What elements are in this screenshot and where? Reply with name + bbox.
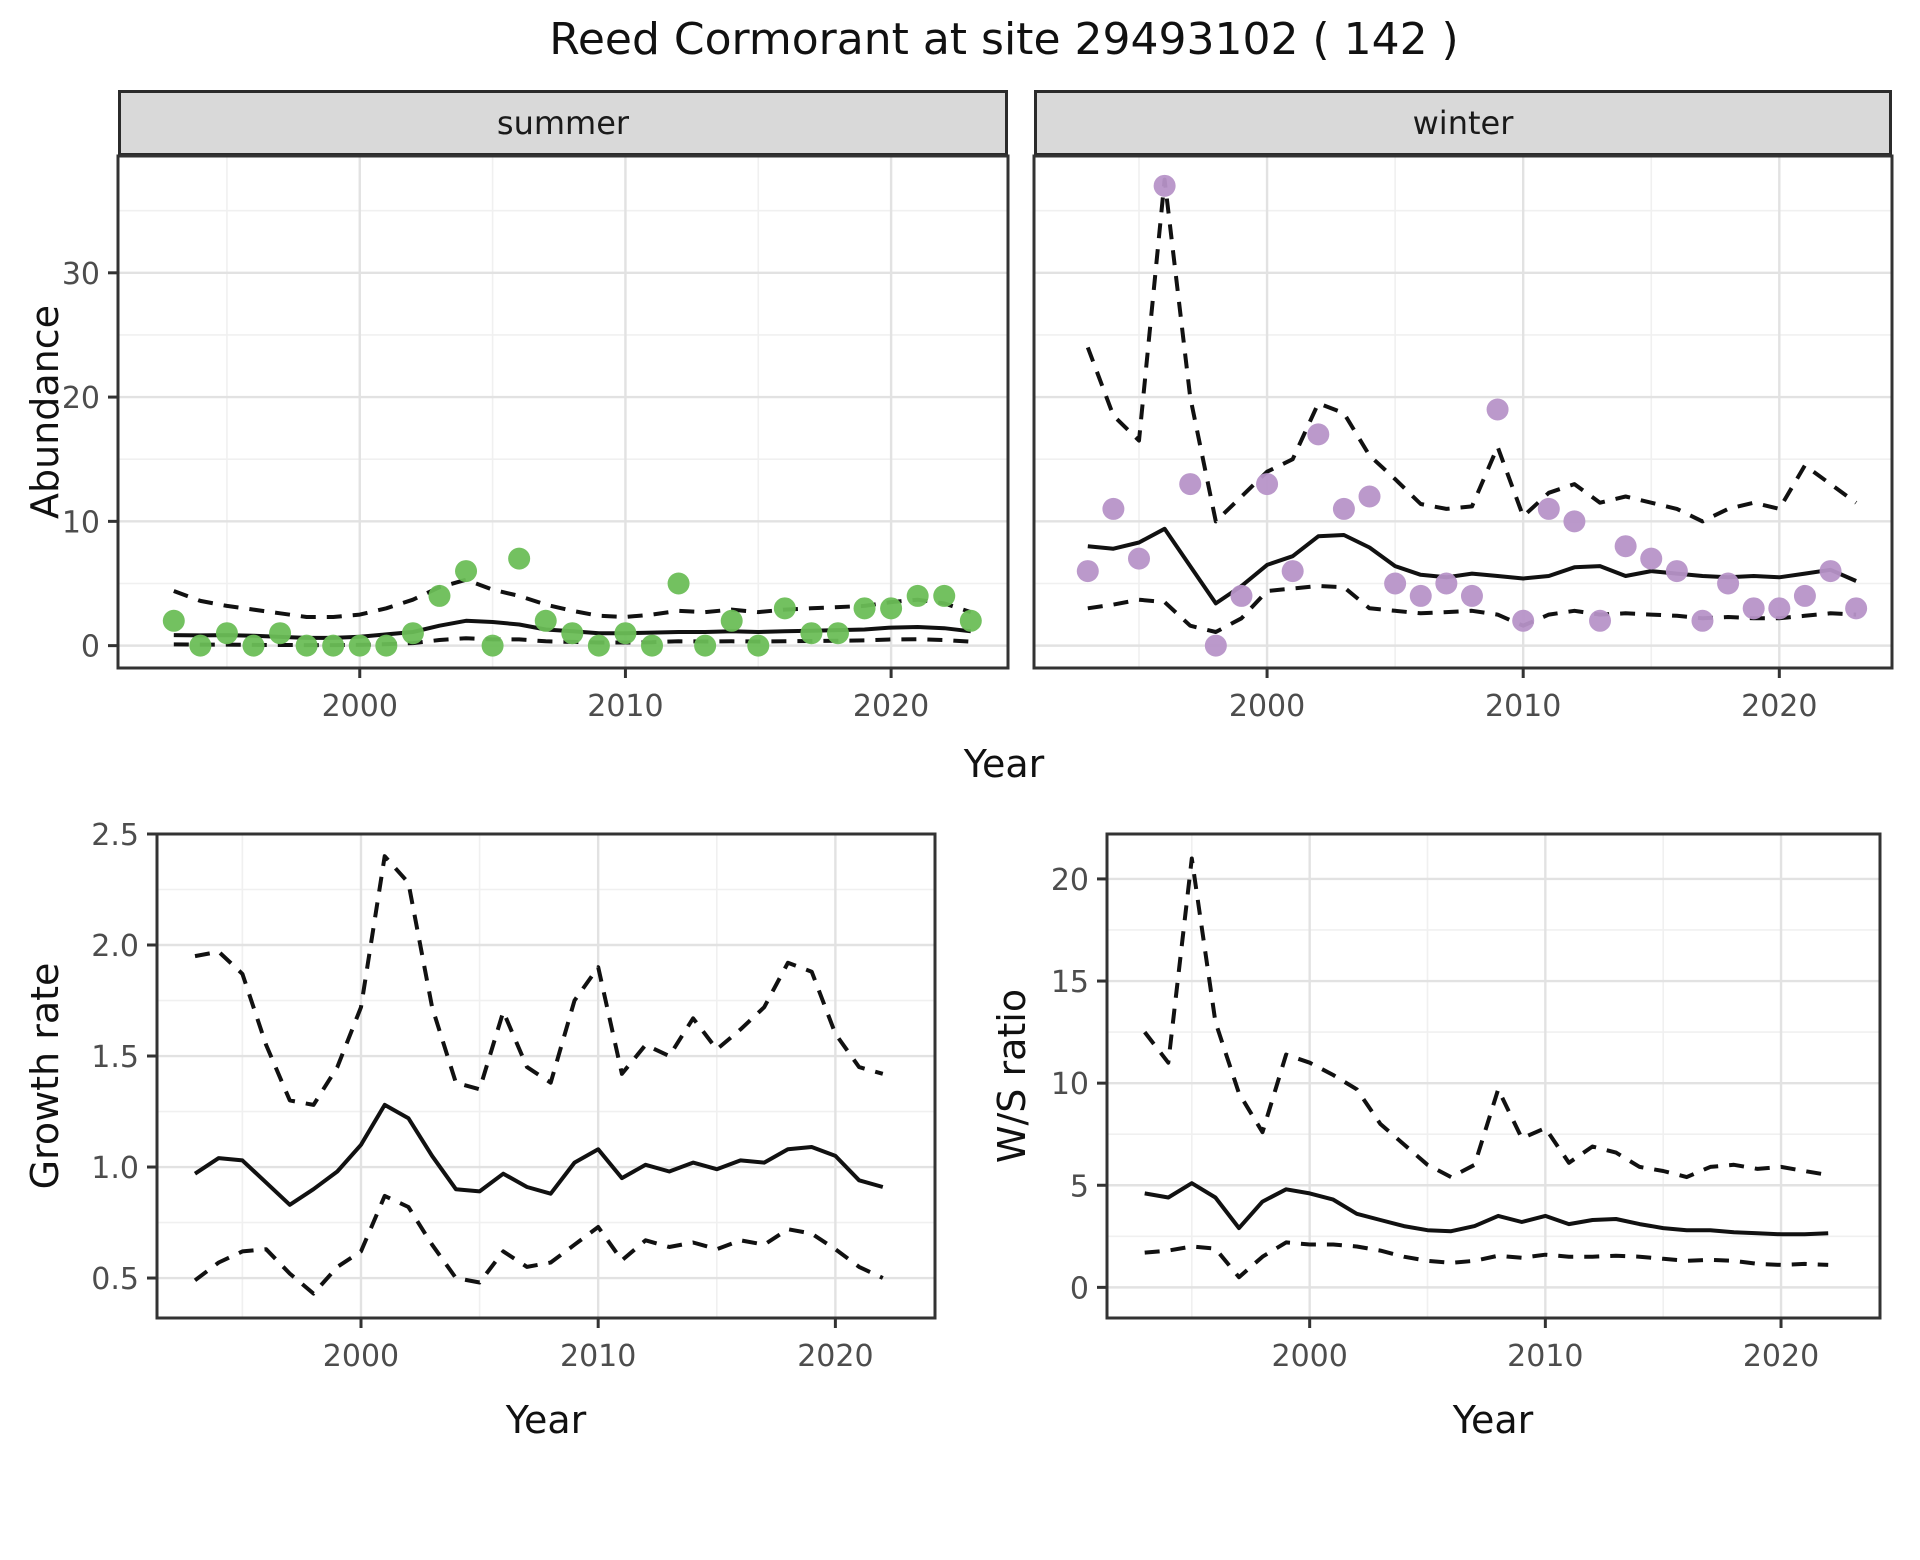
growth-rate-plot: 2000 2010 2020 0.5 1.0 1.5 2.0 2.5 — [91, 818, 937, 1374]
svg-text:1.5: 1.5 — [91, 1040, 139, 1075]
svg-text:2010: 2010 — [587, 689, 663, 724]
svg-text:30: 30 — [62, 257, 100, 292]
svg-text:2010: 2010 — [1507, 1339, 1583, 1374]
x-axis-label-growth-rate: Year — [505, 1398, 587, 1442]
svg-text:2020: 2020 — [853, 689, 929, 724]
summer-abundance-plot: 2000 2010 2020 0 10 20 30 — [62, 154, 1010, 724]
svg-text:2.0: 2.0 — [91, 929, 139, 964]
svg-text:15: 15 — [1051, 965, 1089, 1000]
svg-text:2020: 2020 — [797, 1339, 873, 1374]
facet-strip-winter: winter — [1034, 90, 1892, 156]
svg-text:0.5: 0.5 — [91, 1262, 139, 1297]
svg-text:20: 20 — [62, 381, 100, 416]
svg-text:20: 20 — [1051, 863, 1089, 898]
svg-text:0: 0 — [1070, 1271, 1089, 1306]
y-axis-label-growth-rate: Growth rate — [23, 962, 67, 1190]
facet-label-winter: winter — [1412, 104, 1514, 142]
svg-text:0: 0 — [81, 630, 100, 665]
page-title: Reed Cormorant at site 29493102 ( 142 ) — [549, 14, 1459, 65]
svg-text:5: 5 — [1070, 1169, 1089, 1204]
x-axis-label-top: Year — [963, 742, 1045, 786]
winter-abundance-plot: 2000 2010 2020 — [1032, 154, 1894, 724]
svg-text:2020: 2020 — [1743, 1339, 1819, 1374]
y-axis-label-ws-ratio: W/S ratio — [990, 988, 1034, 1164]
svg-text:2020: 2020 — [1741, 689, 1817, 724]
y-axis-label-abundance: Abundance — [23, 304, 67, 520]
x-axis-label-ws-ratio: Year — [1452, 1398, 1534, 1442]
svg-text:1.0: 1.0 — [91, 1151, 139, 1186]
svg-text:2000: 2000 — [1229, 689, 1305, 724]
facet-label-summer: summer — [496, 104, 630, 142]
svg-text:2.5: 2.5 — [91, 818, 139, 853]
svg-text:2010: 2010 — [1485, 689, 1561, 724]
svg-text:2010: 2010 — [560, 1339, 636, 1374]
svg-text:2000: 2000 — [1271, 1339, 1347, 1374]
svg-text:2000: 2000 — [322, 689, 398, 724]
facet-strip-summer: summer — [118, 90, 1008, 156]
svg-text:2000: 2000 — [323, 1339, 399, 1374]
ws-ratio-plot: 2000 2010 2020 0 5 10 15 20 — [1051, 832, 1882, 1374]
svg-text:10: 10 — [62, 505, 100, 540]
svg-text:10: 10 — [1051, 1067, 1089, 1102]
